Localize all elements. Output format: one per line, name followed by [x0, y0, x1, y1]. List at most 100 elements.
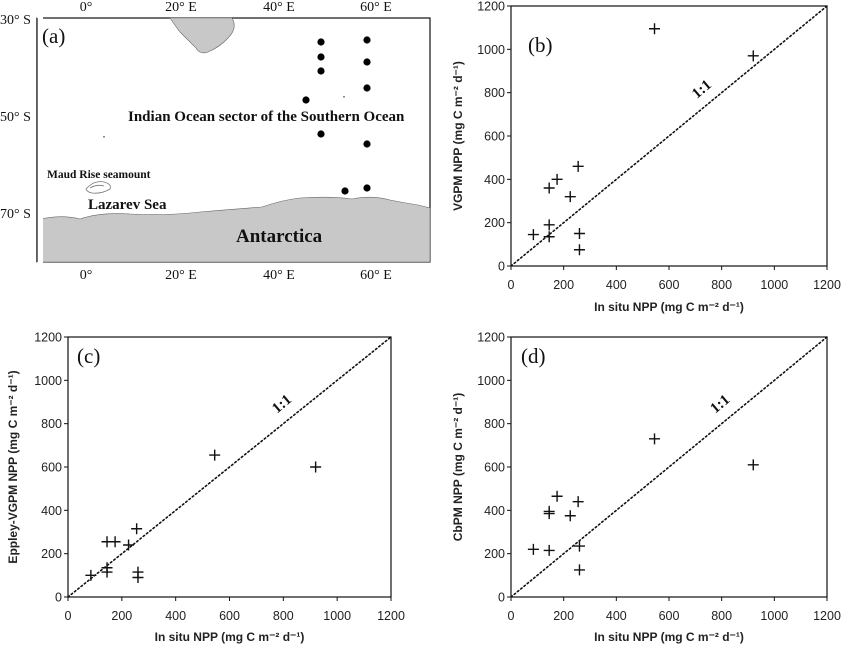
data-point — [564, 191, 576, 203]
y-tick-label: 1200 — [34, 331, 62, 345]
x-tick-label: 600 — [659, 278, 680, 292]
y-tick-label: 1000 — [477, 43, 505, 57]
one-to-one-label: 1:1 — [708, 392, 734, 417]
lat-label-mask — [37, 14, 43, 264]
data-point — [527, 543, 539, 555]
y-tick-label: 800 — [484, 86, 505, 100]
scatter-panel: 1:1 0 200 400 600 800 1000 1200 0 200 400 600 800 100… — [451, 0, 841, 314]
station-dot — [363, 184, 371, 192]
x-tick-label: 400 — [165, 609, 186, 623]
y-tick-label: 0 — [498, 591, 505, 605]
x-tick-label: 0 — [508, 609, 515, 623]
x-tick-label: 1000 — [323, 609, 351, 623]
station-dot — [363, 84, 371, 92]
station-dot — [363, 58, 371, 66]
island-mark — [103, 136, 105, 138]
maud-rise-seamount-shape — [85, 181, 111, 194]
y-tick-label: 1000 — [477, 374, 505, 388]
map-bottom-tick: 60° E — [360, 268, 392, 283]
station-dot — [363, 36, 371, 44]
map-panel: 0° 20° E 40° E 60° E 0° 20° E 40° E 60° … — [0, 0, 431, 283]
scatter-panel: 1:1 0 200 400 600 800 1000 1200 0 200 400 600 800 100… — [451, 331, 841, 645]
y-tick-label: 200 — [41, 547, 62, 561]
data-point — [573, 540, 585, 552]
data-point — [132, 572, 144, 583]
station-dot — [302, 96, 310, 104]
map-bottom-tick: 40° E — [263, 268, 295, 283]
data-point — [527, 229, 539, 241]
data-point — [573, 564, 585, 576]
data-point — [101, 562, 113, 574]
data-point — [564, 510, 576, 522]
y-tick-label: 400 — [484, 173, 505, 187]
one-to-one-label: 1:1 — [689, 77, 715, 102]
map-top-tick: 0° — [80, 0, 93, 15]
map-bottom-ticks: 0° 20° E 40° E 60° E — [80, 268, 392, 283]
map-lat-tick: 30° S — [0, 13, 31, 28]
x-tick-label: 1200 — [813, 278, 841, 292]
map-lat-tick: 50° S — [0, 110, 31, 125]
scatter-panels: 1:1 0 200 400 600 800 1000 1200 0 200 400 600 800 100… — [6, 0, 841, 644]
data-point — [543, 231, 555, 243]
y-tick-label: 0 — [55, 591, 62, 605]
map-top-tick: 40° E — [263, 0, 295, 15]
x-tick-label: 800 — [711, 609, 732, 623]
y-tick-label: 600 — [41, 461, 62, 475]
data-point — [572, 496, 584, 508]
station-dot — [317, 130, 325, 138]
scatter-panel: 1:1 0 200 400 600 800 1000 1200 0 200 400 600 800 100… — [6, 331, 405, 645]
data-point — [543, 182, 555, 194]
y-tick-label: 400 — [484, 504, 505, 518]
station-dot — [317, 38, 325, 46]
y-axis-title: VGPM NPP (mg C m⁻² d⁻¹) — [451, 61, 465, 211]
x-tick-label: 1200 — [377, 609, 405, 623]
y-tick-label: 1000 — [34, 374, 62, 388]
station-dot — [317, 67, 325, 75]
one-to-one-line — [67, 336, 392, 598]
data-point — [649, 433, 661, 445]
data-point — [131, 523, 143, 535]
one-to-one-line — [510, 5, 828, 267]
y-tick-label: 400 — [41, 504, 62, 518]
antarctica-landmass — [36, 196, 431, 263]
x-tick-label: 1000 — [760, 278, 788, 292]
map-lat-ticks: 30° S 50° S 70° S — [0, 13, 31, 222]
data-point — [747, 50, 759, 62]
map-top-tick: 60° E — [360, 0, 392, 15]
x-tick-label: 1000 — [760, 609, 788, 623]
data-point — [747, 459, 759, 471]
x-tick-label: 200 — [553, 278, 574, 292]
y-axis-title: CbPM NPP (mg C m⁻² d⁻¹) — [451, 393, 465, 541]
one-to-one-label: 1:1 — [269, 392, 295, 417]
data-point — [649, 23, 661, 35]
y-tick-label: 200 — [484, 216, 505, 230]
y-tick-label: 600 — [484, 461, 505, 475]
data-point — [572, 160, 584, 172]
x-axis-title: In situ NPP (mg C m⁻² d⁻¹) — [155, 630, 305, 644]
y-tick-label: 600 — [484, 130, 505, 144]
map-lat-tick: 70° S — [0, 207, 31, 222]
x-tick-label: 200 — [553, 609, 574, 623]
station-markers — [302, 36, 371, 195]
data-point — [551, 173, 563, 185]
panel-label-a: (a) — [42, 24, 65, 48]
panel-label: (c) — [77, 344, 100, 368]
data-point — [109, 536, 121, 548]
data-point — [551, 490, 563, 502]
data-point — [209, 449, 221, 461]
map-bottom-tick: 20° E — [165, 268, 197, 283]
data-point — [573, 228, 585, 239]
station-dot — [363, 140, 371, 148]
continent-label: Antarctica — [236, 226, 323, 247]
sea-label: Lazarev Sea — [88, 197, 167, 213]
island-mark — [343, 96, 345, 98]
panel-label: (b) — [528, 33, 553, 57]
map-top-tick: 20° E — [165, 0, 197, 15]
data-point — [543, 219, 555, 231]
data-point — [543, 505, 555, 517]
africa-landmass — [169, 17, 235, 54]
data-point — [310, 461, 322, 473]
x-tick-label: 0 — [65, 609, 72, 623]
data-point — [85, 569, 97, 581]
